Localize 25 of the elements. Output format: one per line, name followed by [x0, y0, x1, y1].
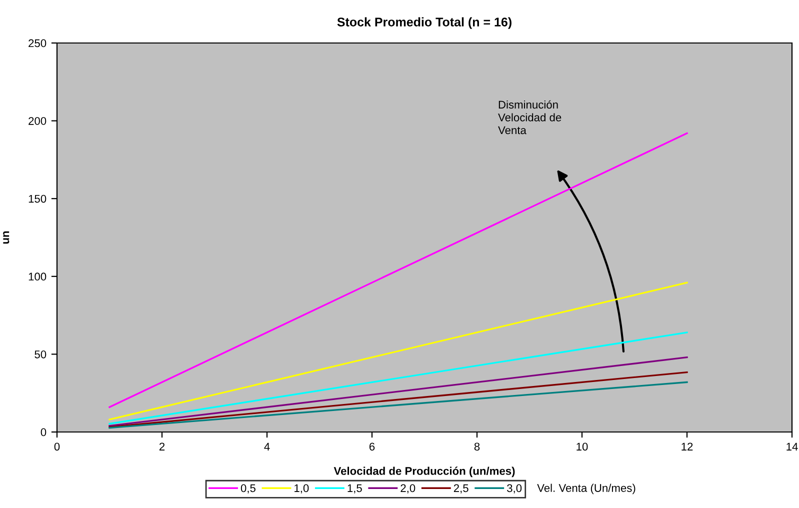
- annotation: Disminución Velocidad de Venta: [498, 100, 562, 134]
- x-tick-label: 2: [159, 442, 165, 450]
- x-tick-label: 0: [54, 442, 60, 451]
- y-tick-label: 250: [28, 39, 46, 48]
- y-tick-label: 50: [34, 350, 46, 358]
- x-tick-label: 12: [682, 442, 693, 450]
- legend-title: Vel. Venta (Un/mes): [537, 484, 636, 494]
- legend-label: 3,0: [507, 484, 522, 494]
- y-tick-label: 0: [40, 428, 46, 436]
- legend-label: 0,5: [240, 484, 256, 494]
- x-tick-label: 4: [264, 442, 270, 450]
- x-tick-label: 14: [786, 442, 798, 450]
- x-axis-title: Velocidad de Producción (un/mes): [334, 466, 515, 478]
- legend-label: 1,5: [348, 484, 362, 494]
- x-tick-label: 6: [369, 442, 375, 451]
- legend-label: 2,5: [454, 484, 468, 494]
- legend-label: 1,0: [294, 484, 309, 494]
- x-tick-label: 10: [576, 442, 588, 451]
- y-axis-title: un: [3, 231, 10, 244]
- chart-title: Stock Promedio Total (n = 16): [337, 17, 512, 29]
- y-tick-label: 200: [28, 117, 46, 125]
- legend-label: 2,0: [400, 484, 416, 494]
- y-tick-label: 100: [28, 272, 46, 281]
- y-tick-label: 150: [28, 194, 46, 203]
- x-tick-label: 8: [474, 442, 480, 451]
